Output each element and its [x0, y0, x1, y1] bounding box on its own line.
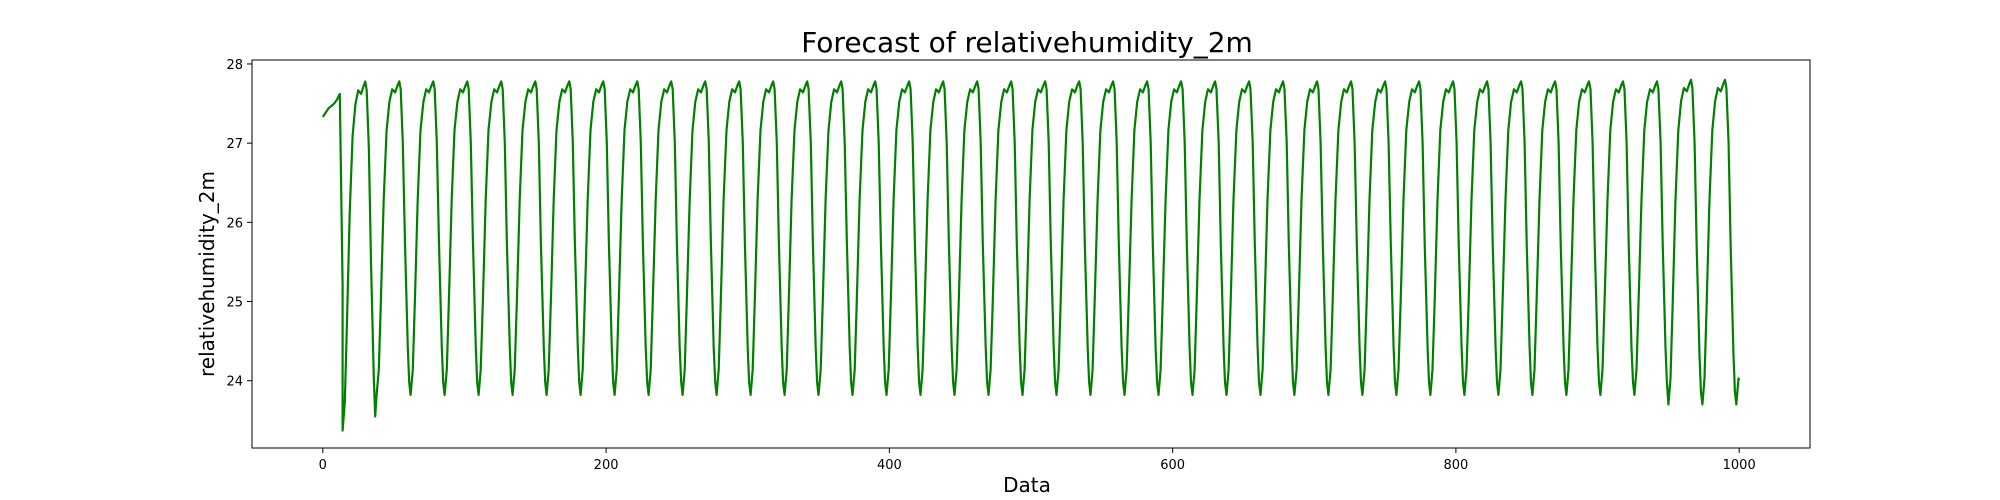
- x-axis: 0 200 400 600 800 1000: [319, 448, 1756, 473]
- x-axis-title: Data: [1003, 473, 1051, 497]
- x-tick-label: 400: [877, 458, 902, 473]
- y-axis-title: relativehumidity_2m: [195, 171, 219, 377]
- plot-frame: [251, 59, 1811, 449]
- y-tick-label: 24: [226, 375, 243, 390]
- chart-title: Forecast of relativehumidity_2m: [801, 26, 1253, 59]
- x-tick-label: 600: [1160, 458, 1185, 473]
- y-tick-label: 28: [226, 58, 243, 73]
- x-tick-label: 200: [594, 458, 619, 473]
- y-tick-label: 25: [226, 296, 243, 311]
- y-tick-label: 27: [226, 137, 243, 152]
- series-line-relativehumidity: [321, 78, 1741, 432]
- x-tick-label: 0: [319, 458, 327, 473]
- x-tick-label: 800: [1443, 458, 1468, 473]
- y-axis: 24 25 26 27 28: [226, 58, 252, 390]
- y-tick-label: 26: [226, 216, 243, 231]
- x-tick-label: 1000: [1723, 458, 1756, 473]
